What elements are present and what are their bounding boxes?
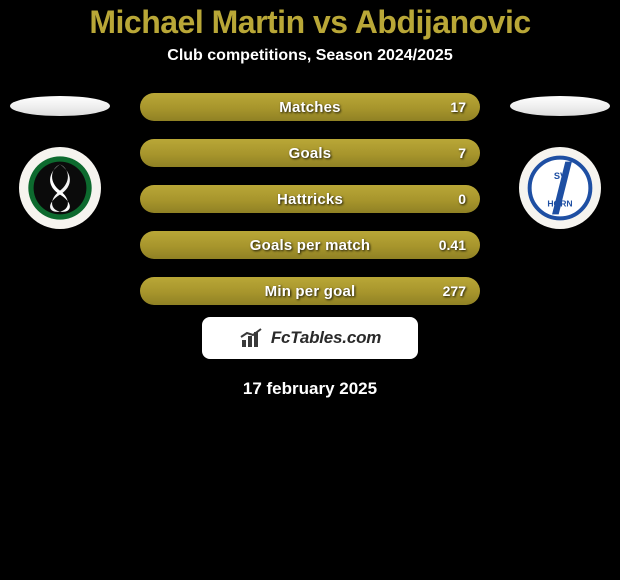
stat-row-hattricks: Hattricks 0 [140,185,480,213]
bar-chart-icon [239,327,265,349]
stat-label: Goals per match [250,237,371,254]
sv-horn-badge-icon: SV HORN [527,155,593,221]
team-badge-right: SV HORN [519,147,601,229]
stat-value: 0.41 [439,237,466,253]
stat-value: 17 [450,99,466,115]
stat-value: 0 [458,191,466,207]
page-title: Michael Martin vs Abdijanovic [0,4,620,41]
svg-text:HORN: HORN [547,198,572,208]
footer-date: 17 february 2025 [0,379,620,399]
page-subtitle: Club competitions, Season 2024/2025 [0,47,620,65]
infographic-container: Michael Martin vs Abdijanovic Club compe… [0,0,620,580]
stat-label: Matches [279,99,340,116]
stat-value: 7 [458,145,466,161]
player-right-ellipse [510,96,610,116]
comparison-area: SV HORN Matches 17 Goals 7 Hattricks 0 G… [0,93,620,399]
stat-label: Min per goal [265,283,356,300]
stat-label: Hattricks [277,191,343,208]
stat-bars: Matches 17 Goals 7 Hattricks 0 Goals per… [140,93,480,305]
brand-box: FcTables.com [202,317,418,359]
svg-text:SV: SV [554,171,567,181]
stat-value: 277 [443,283,466,299]
team-badge-left [19,147,101,229]
stat-row-goals-per-match: Goals per match 0.41 [140,231,480,259]
brand-text: FcTables.com [271,328,381,348]
stat-row-matches: Matches 17 [140,93,480,121]
sv-ried-badge-icon [27,155,93,221]
stat-row-min-per-goal: Min per goal 277 [140,277,480,305]
stat-row-goals: Goals 7 [140,139,480,167]
player-left-ellipse [10,96,110,116]
stat-label: Goals [289,145,332,162]
